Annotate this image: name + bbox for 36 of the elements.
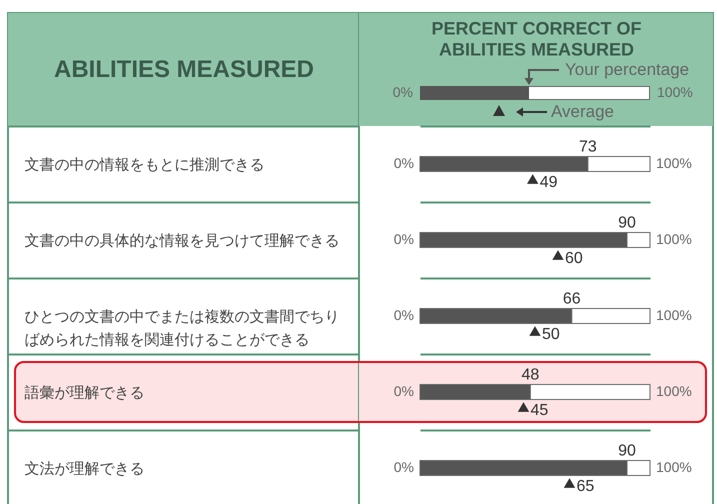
annotation: 100%: [656, 155, 692, 171]
y-tick-label: 文書の中の情報をもとに推測できる: [24, 156, 264, 174]
x-axis-title: PERCENT CORRECT OF ABILITIES MEASURED: [431, 18, 642, 60]
text: 0%: [394, 307, 414, 323]
data-label: 73: [579, 138, 597, 156]
data-label: 48: [522, 366, 540, 384]
data-label: 45: [530, 402, 548, 419]
data-label: 60: [565, 250, 583, 267]
y-tick-label: 語彙が理解できる: [24, 384, 144, 402]
y-tick-label: ひとつの文書の中でまたは複数の文書間でちりばめられた情報を関連付けることができる: [24, 308, 340, 348]
annotation: 0%: [394, 155, 414, 171]
point: [518, 402, 530, 412]
text: 0%: [394, 459, 414, 475]
y-tick-label: 文法が理解できる: [24, 460, 144, 478]
y-tick-label: 文書の中の具体的な情報を見つけて理解できる: [24, 232, 340, 250]
point: [552, 250, 564, 260]
point: [564, 478, 576, 488]
data-label: 90: [618, 214, 636, 232]
text: 100%: [656, 307, 692, 323]
legend-label: Your percentage: [565, 60, 690, 79]
text: 0%: [394, 383, 414, 399]
data-label: 50: [542, 326, 560, 343]
data-label: 90: [618, 442, 636, 460]
data-label: 66: [562, 290, 581, 308]
y-axis-title: ABILITIES MEASURED: [54, 56, 314, 83]
text: 0%: [392, 84, 413, 100]
text: 100%: [656, 383, 692, 399]
text: 100%: [656, 459, 692, 475]
text: 100%: [656, 231, 692, 247]
point: [527, 174, 538, 184]
data-label: 49: [540, 174, 558, 191]
data-label: 65: [576, 478, 594, 495]
text: 0%: [394, 231, 414, 247]
text: 100%: [657, 84, 693, 100]
point: [529, 326, 541, 336]
legend-label: Average: [551, 102, 614, 121]
